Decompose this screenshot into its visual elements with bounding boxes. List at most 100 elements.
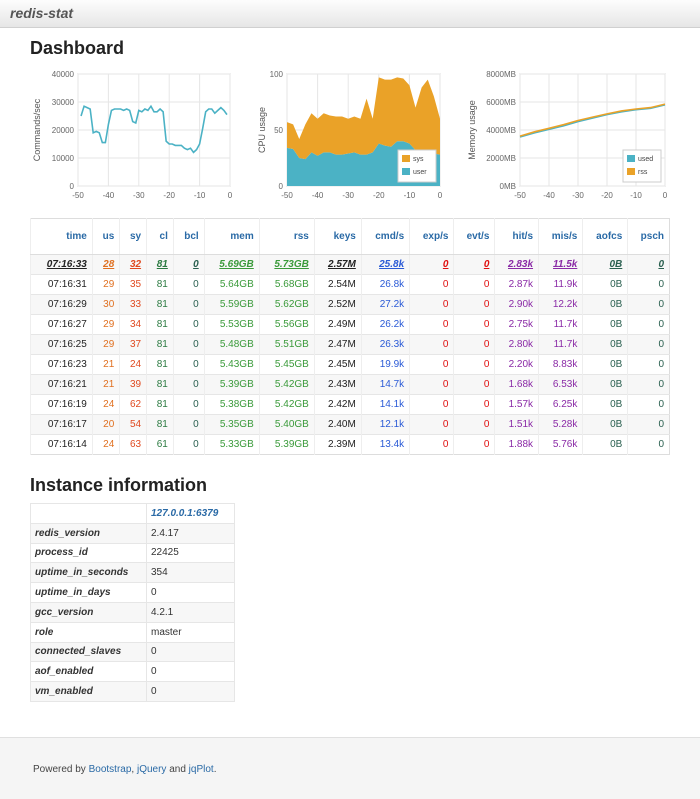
stats-cell: 81 <box>146 314 174 335</box>
stats-cell: 5.39GB <box>258 434 315 455</box>
stats-cell: 0 <box>627 374 670 395</box>
column-header: time <box>30 218 93 255</box>
stats-cell: 2.52M <box>313 294 362 315</box>
stats-cell: 0 <box>172 354 205 375</box>
stats-cell: 5.45GB <box>258 354 315 375</box>
stats-cell: 37 <box>119 334 147 355</box>
stats-cell: 0B <box>582 374 628 395</box>
info-key: gcc_version <box>30 601 147 623</box>
info-value: 0 <box>146 641 235 663</box>
stats-cell: 5.69GB <box>203 254 260 275</box>
y-tick-label: 100 <box>270 70 284 79</box>
separator: . <box>213 764 217 775</box>
stats-cell: 0 <box>172 314 205 335</box>
y-tick-label: 0 <box>279 182 284 191</box>
legend-label: user <box>413 169 427 176</box>
stats-row: 07:16:14 24 63 61 0 5.33GB 5.39GB 2.39M 13.4k 0 0 1… <box>30 434 670 455</box>
stats-row: 07:16:33 28 32 81 0 5.69GB 5.73GB 2.57M 25.8k 0 0 2… <box>30 254 670 275</box>
y-axis-label: Commands/sec <box>32 98 42 161</box>
stats-cell: 1.57k <box>494 394 539 415</box>
legend-swatch <box>402 155 410 162</box>
footer: Powered by Bootstrap, jQuery and jqPlot. <box>0 737 700 799</box>
stats-cell: 27.2k <box>360 294 410 315</box>
stats-cell: 34 <box>119 314 147 335</box>
stats-cell: 39 <box>119 374 147 395</box>
stats-cell: 30 <box>91 294 120 315</box>
stats-cell: 12.2k <box>538 294 583 315</box>
info-key: aof_enabled <box>30 661 147 683</box>
column-header: rss <box>258 218 315 255</box>
link[interactable]: jqPlot <box>188 764 214 775</box>
stats-cell: 81 <box>146 374 174 395</box>
stats-cell: 0 <box>172 294 205 315</box>
stats-cell: 0B <box>582 294 628 315</box>
stats-cell: 0 <box>627 254 670 275</box>
info-row: gcc_version 4.2.1 <box>30 601 235 623</box>
stats-cell: 14.1k <box>360 394 410 415</box>
stats-cell: 6.25k <box>538 394 583 415</box>
stats-cell: 07:16:31 <box>30 274 93 295</box>
stats-cell: 0 <box>453 334 495 355</box>
x-tick-label: -50 <box>72 191 84 200</box>
stats-cell: 2.47M <box>313 334 362 355</box>
stats-cell: 0 <box>453 314 495 335</box>
stats-cell: 0 <box>627 334 670 355</box>
info-value: master <box>146 621 235 643</box>
stats-cell: 29 <box>91 274 120 295</box>
column-header: cmd/s <box>360 218 410 255</box>
stats-cell: 81 <box>146 334 174 355</box>
y-tick-label: 2000MB <box>486 154 516 163</box>
column-header: aofcs <box>582 218 628 255</box>
x-tick-label: -10 <box>630 191 642 200</box>
info-row: aof_enabled 0 <box>30 661 235 683</box>
y-tick-label: 30000 <box>52 98 75 107</box>
stats-cell: 07:16:33 <box>30 254 93 275</box>
column-header: keys <box>313 218 362 255</box>
info-value: 4.2.1 <box>146 601 235 623</box>
stats-cell: 5.53GB <box>203 314 260 335</box>
stats-cell: 5.48GB <box>203 334 260 355</box>
stats-cell: 2.39M <box>313 434 362 455</box>
stats-cell: 0 <box>453 294 495 315</box>
info-key: vm_enabled <box>30 681 147 702</box>
stats-cell: 07:16:17 <box>30 414 93 435</box>
info-row: uptime_in_days 0 <box>30 582 235 603</box>
stats-cell: 25.8k <box>360 254 410 275</box>
x-tick-label: -30 <box>342 191 354 200</box>
chart: 0 50 100 -50 -40 -30 -20 -10 0 CPU usage sys user <box>257 70 443 200</box>
stats-cell: 21 <box>91 374 120 395</box>
stats-cell: 5.76k <box>538 434 583 455</box>
stats-cell: 29 <box>91 314 120 335</box>
stats-cell: 24 <box>91 434 120 455</box>
x-tick-label: -40 <box>312 191 324 200</box>
stats-cell: 0 <box>172 254 205 275</box>
info-key: uptime_in_seconds <box>30 562 147 584</box>
stats-cell: 11.7k <box>538 334 583 355</box>
x-tick-label: -30 <box>133 191 145 200</box>
stats-cell: 0 <box>627 434 670 455</box>
legend <box>397 149 437 183</box>
stats-cell: 0B <box>582 314 628 335</box>
stats-cell: 0 <box>627 354 670 375</box>
stats-cell: 81 <box>146 354 174 375</box>
x-tick-label: -10 <box>404 191 416 200</box>
stats-cell: 2.40M <box>313 414 362 435</box>
link[interactable]: jQuery <box>136 764 167 775</box>
y-tick-label: 10000 <box>52 154 75 163</box>
stats-cell: 0 <box>172 274 205 295</box>
stats-cell: 5.51GB <box>258 334 315 355</box>
link[interactable]: Bootstrap <box>88 764 132 775</box>
legend-swatch <box>627 168 635 175</box>
column-header: evt/s <box>453 218 495 255</box>
stats-cell: 0 <box>172 414 205 435</box>
stats-cell: 54 <box>119 414 147 435</box>
stats-cell: 61 <box>146 434 174 455</box>
stats-cell: 0 <box>409 294 454 315</box>
stats-cell: 0 <box>409 314 454 335</box>
line <box>519 103 666 137</box>
stats-cell: 5.56GB <box>258 314 315 335</box>
column-header: mem <box>203 218 260 255</box>
brand[interactable]: redis-stat <box>10 5 74 21</box>
stats-cell: 21 <box>91 354 120 375</box>
